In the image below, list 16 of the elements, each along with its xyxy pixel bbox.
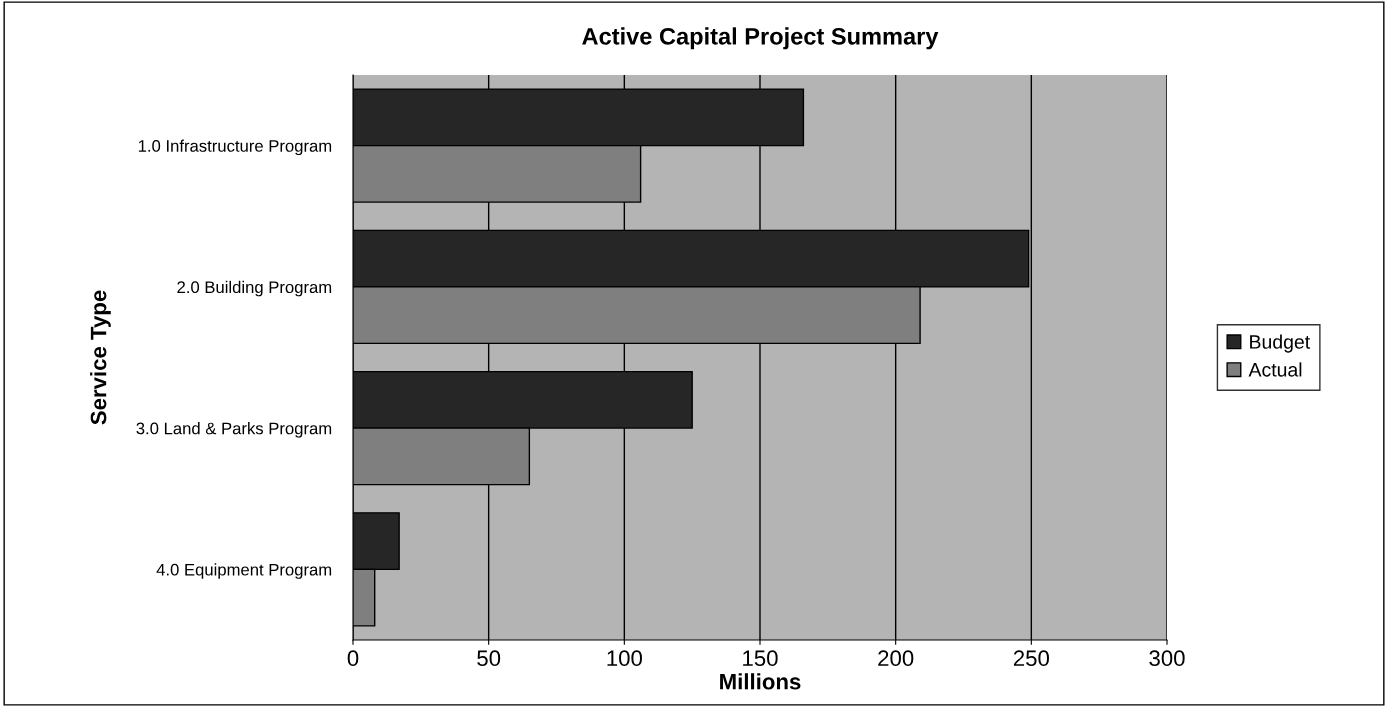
x-tick-label: 200 <box>878 650 914 667</box>
legend-label: Budget <box>1250 334 1311 353</box>
x-tick-label: 100 <box>607 650 642 667</box>
x-tick-label: 50 <box>477 650 501 667</box>
y-axis-title: Service Type <box>90 290 111 425</box>
x-axis-title: Millions <box>720 673 801 690</box>
y-tick-label: 3.0 Land & Parks Program <box>136 422 332 438</box>
legend-label: Actual <box>1248 362 1302 377</box>
y-tick-label: 1.0 Infrastructure Program <box>138 139 332 156</box>
y-tick-label: 4.0 Equipment Program <box>156 563 332 579</box>
chart-title: Active Capital Project Summary <box>582 27 939 50</box>
x-tick-label: 0 <box>347 650 359 667</box>
y-tick-label: 2.0 Building Program <box>177 280 332 297</box>
x-tick-label: 250 <box>1013 650 1049 667</box>
x-tick-label: 150 <box>743 650 778 667</box>
x-tick-label: 300 <box>1149 650 1185 667</box>
